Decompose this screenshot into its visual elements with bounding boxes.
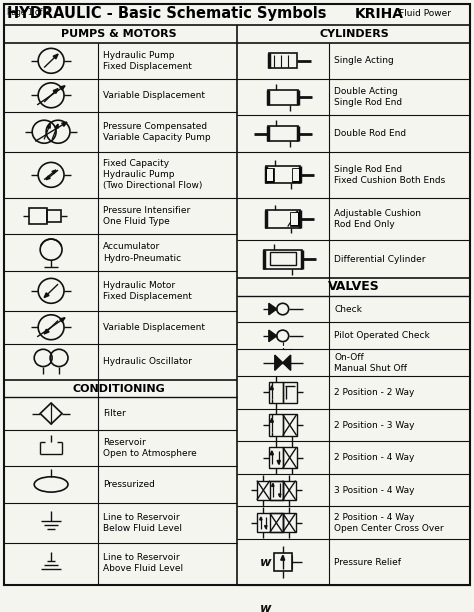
Polygon shape	[275, 355, 283, 370]
Text: Check: Check	[335, 305, 362, 313]
Text: Line to Reservoir
Below Fluid Level: Line to Reservoir Below Fluid Level	[103, 513, 182, 533]
Bar	[268, 89, 298, 105]
Polygon shape	[60, 318, 65, 322]
Bar	[29, 209, 47, 224]
Bar	[283, 480, 296, 500]
Text: Line to Reservoir
Above Fluid Level: Line to Reservoir Above Fluid Level	[103, 553, 183, 573]
Text: Fluid Power: Fluid Power	[399, 9, 451, 18]
Text: Filter: Filter	[103, 409, 126, 418]
Text: Pressure Intensifier
One Fluid Type: Pressure Intensifier One Fluid Type	[103, 206, 190, 226]
Polygon shape	[281, 555, 285, 560]
Text: Reservoir
Open to Atmosphere: Reservoir Open to Atmosphere	[103, 438, 197, 458]
Text: Double Rod End: Double Rod End	[335, 129, 407, 138]
Text: KRIHA: KRIHA	[354, 7, 403, 21]
Text: Hydraulic Oscillator: Hydraulic Oscillator	[103, 357, 191, 366]
Polygon shape	[44, 293, 49, 297]
Bar	[47, 211, 61, 222]
Bar	[270, 480, 283, 500]
Bar	[283, 513, 296, 532]
Bar	[270, 253, 296, 265]
Polygon shape	[270, 418, 273, 422]
Bar	[274, 599, 292, 612]
Polygon shape	[277, 460, 280, 465]
Polygon shape	[294, 211, 298, 215]
Polygon shape	[264, 526, 267, 529]
Bar	[269, 414, 283, 436]
Bar	[257, 480, 283, 500]
Bar	[283, 414, 297, 436]
Bar	[264, 250, 301, 269]
Bar	[292, 169, 299, 181]
Polygon shape	[260, 517, 262, 520]
Bar	[274, 553, 292, 570]
Polygon shape	[53, 54, 58, 59]
Text: PUMPS & MOTORS: PUMPS & MOTORS	[61, 29, 176, 39]
Text: Fixed Capacity
Hydraulic Pump
(Two Directional Flow): Fixed Capacity Hydraulic Pump (Two Direc…	[103, 159, 202, 190]
Text: Variable Displacement: Variable Displacement	[103, 91, 205, 100]
Text: Hydraulic Pump
Fixed Displacement: Hydraulic Pump Fixed Displacement	[103, 51, 191, 71]
Text: Pilot Operated Check: Pilot Operated Check	[335, 331, 430, 340]
Polygon shape	[269, 330, 277, 341]
Bar	[290, 212, 299, 226]
Text: Single Acting: Single Acting	[335, 56, 394, 65]
Polygon shape	[279, 494, 281, 497]
Text: On-Off
Manual Shut Off: On-Off Manual Shut Off	[335, 353, 408, 373]
Polygon shape	[269, 304, 277, 315]
Text: VALVES: VALVES	[328, 280, 380, 294]
Bar	[283, 447, 297, 468]
Polygon shape	[53, 89, 58, 94]
Polygon shape	[62, 122, 67, 126]
Bar	[291, 213, 298, 225]
Bar	[269, 382, 283, 403]
Bar	[266, 166, 300, 184]
Text: CYLINDERS: CYLINDERS	[319, 29, 389, 39]
Text: Pressure Relief: Pressure Relief	[335, 558, 401, 567]
Polygon shape	[44, 329, 49, 334]
Text: w: w	[260, 556, 272, 569]
Text: Adjustable Cushion
Rod End Only: Adjustable Cushion Rod End Only	[335, 209, 421, 229]
Text: 2 Position - 4 Way: 2 Position - 4 Way	[335, 453, 415, 462]
Bar	[266, 211, 300, 228]
Polygon shape	[47, 124, 50, 128]
Text: Differential Cylinder: Differential Cylinder	[335, 255, 426, 264]
Text: Single Rod End
Fixed Cushion Both Ends: Single Rod End Fixed Cushion Both Ends	[335, 165, 446, 185]
Polygon shape	[270, 386, 273, 390]
Text: HYDRAULIC - Basic Schematic Symbols: HYDRAULIC - Basic Schematic Symbols	[8, 6, 327, 21]
Text: Pressure Compensated
Variable Capacity Pump: Pressure Compensated Variable Capacity P…	[103, 122, 210, 142]
Polygon shape	[60, 86, 65, 90]
Bar	[269, 447, 283, 468]
Text: 3 Position - 4 Way: 3 Position - 4 Way	[335, 486, 415, 494]
Text: 2 Position - 2 Way: 2 Position - 2 Way	[335, 388, 415, 397]
Polygon shape	[283, 355, 291, 370]
Polygon shape	[272, 483, 274, 487]
Bar	[292, 168, 300, 182]
Text: Hydraulic Motor
Fixed Displacement: Hydraulic Motor Fixed Displacement	[103, 281, 191, 301]
Bar	[267, 169, 273, 181]
Text: Pressurized: Pressurized	[103, 480, 155, 489]
Bar	[266, 168, 274, 182]
Polygon shape	[55, 124, 58, 128]
Bar	[270, 513, 283, 532]
Text: Variable Displacement: Variable Displacement	[103, 323, 205, 332]
Text: Pressure Reducing: Pressure Reducing	[335, 603, 418, 612]
Text: Page 1 of 3: Page 1 of 3	[8, 9, 50, 17]
Text: 2 Position - 4 Way
Open Center Cross Over: 2 Position - 4 Way Open Center Cross Ove…	[335, 513, 444, 533]
Polygon shape	[46, 176, 50, 180]
Text: Double Acting
Single Rod End: Double Acting Single Rod End	[335, 87, 402, 107]
Text: 2 Position - 3 Way: 2 Position - 3 Way	[335, 420, 415, 430]
Bar	[257, 513, 283, 532]
Text: Accumulator
Hydro-Pneumatic: Accumulator Hydro-Pneumatic	[103, 242, 181, 263]
Polygon shape	[270, 451, 273, 455]
Bar	[283, 382, 297, 403]
Text: CONDITIONING: CONDITIONING	[73, 384, 165, 394]
Polygon shape	[52, 170, 56, 174]
Text: w: w	[260, 602, 272, 612]
Polygon shape	[281, 602, 285, 606]
Bar	[268, 126, 298, 141]
Bar	[269, 53, 297, 69]
